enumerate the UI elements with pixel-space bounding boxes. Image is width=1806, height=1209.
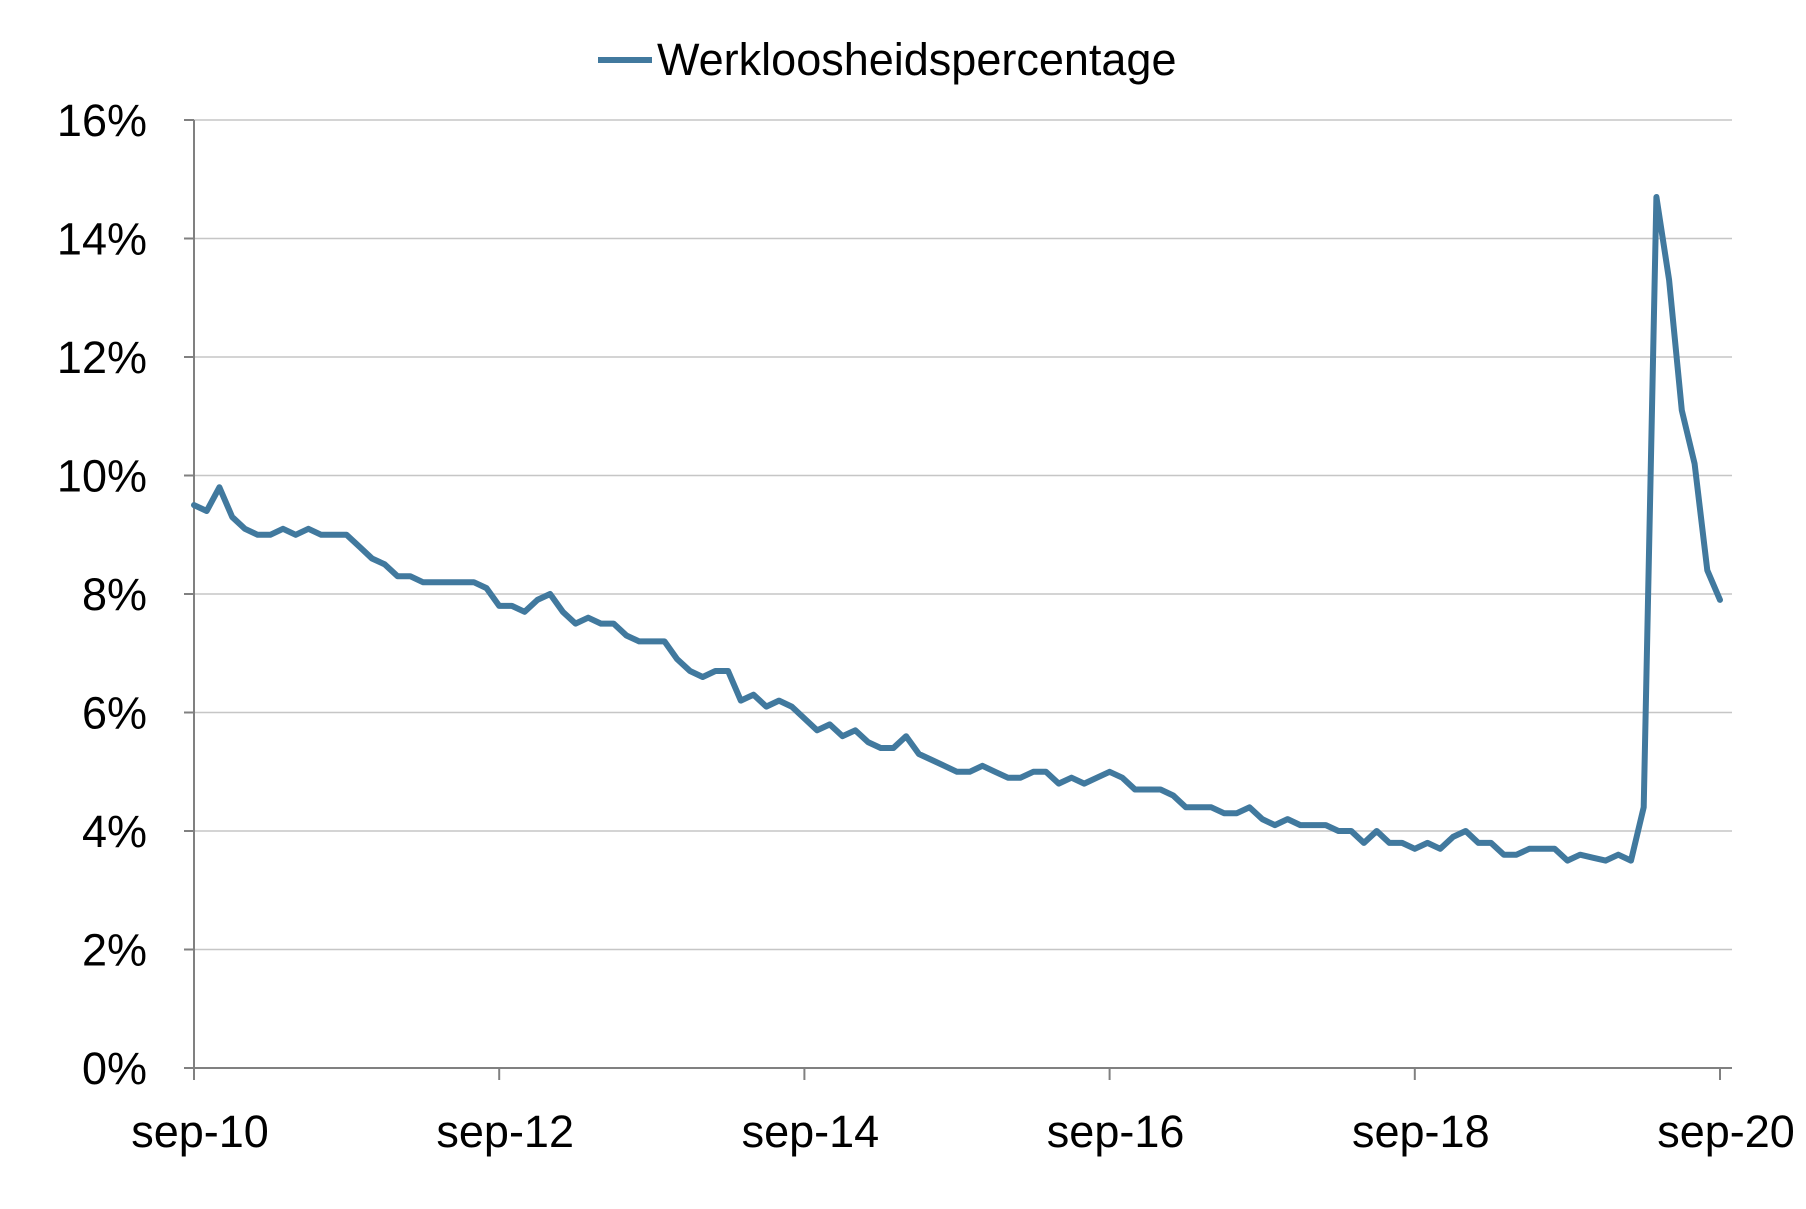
gridlines [194, 119, 1732, 951]
series-layer [191, 194, 1723, 864]
y-tick-label: 4% [82, 806, 147, 857]
y-axis-ticks: 0% 2% 4% 6% 8% 10% 12% 14% 16% [57, 95, 194, 1094]
x-tick-label: sep-12 [436, 1106, 574, 1157]
series-line-werkloosheidspercentage [191, 194, 1723, 864]
y-tick-label: 12% [57, 332, 147, 383]
y-tick-label: 6% [82, 688, 147, 739]
y-tick-label: 2% [82, 925, 147, 976]
y-tick-label: 16% [57, 95, 147, 146]
x-tick-label: sep-14 [742, 1106, 880, 1157]
y-tick-label: 14% [57, 214, 147, 265]
y-tick-label: 10% [57, 451, 147, 502]
x-axis-ticks: sep-10 sep-12 sep-14 sep-16 sep-18 sep-20 [131, 1068, 1795, 1157]
x-tick-label: sep-20 [1657, 1106, 1795, 1157]
x-tick-label: sep-10 [131, 1106, 269, 1157]
x-tick-label: sep-18 [1352, 1106, 1490, 1157]
y-tick-label: 0% [82, 1043, 147, 1094]
x-tick-label: sep-16 [1047, 1106, 1185, 1157]
y-tick-label: 8% [82, 569, 147, 620]
legend-label: Werkloosheidspercentage [657, 34, 1176, 85]
legend: Werkloosheidspercentage [598, 34, 1176, 85]
